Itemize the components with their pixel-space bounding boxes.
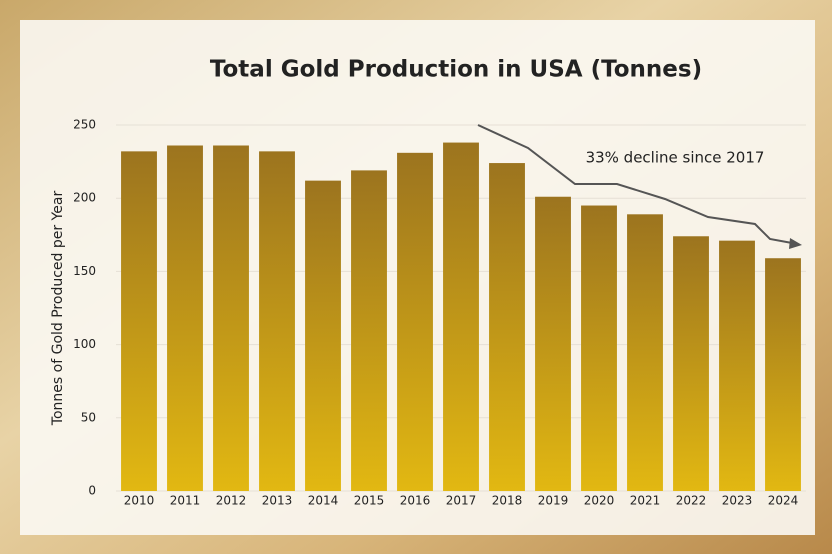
- chart-title: Total Gold Production in USA (Tonnes): [210, 57, 702, 83]
- x-tick-label: 2015: [354, 494, 385, 508]
- y-tick-label: 200: [73, 191, 96, 205]
- annotation: 33% decline since 2017: [586, 149, 765, 167]
- bar: [259, 151, 295, 492]
- bar: [443, 142, 479, 491]
- y-tick-label: 250: [73, 118, 96, 132]
- x-tick-label: 2017: [446, 494, 477, 508]
- bar: [489, 163, 525, 491]
- bar: [397, 152, 433, 492]
- x-tick-label: 2010: [124, 494, 155, 508]
- x-tick-label: 2012: [216, 494, 247, 508]
- x-tick-label: 2016: [400, 494, 431, 508]
- x-tick-label: 2013: [262, 494, 293, 508]
- bar: [627, 214, 663, 491]
- x-tick-label: 2020: [584, 494, 615, 508]
- x-tick-label: 2024: [768, 494, 799, 508]
- bar: [121, 151, 157, 492]
- x-tick-label: 2011: [170, 494, 201, 508]
- bar: [535, 196, 571, 491]
- y-tick-label: 100: [73, 337, 96, 351]
- plot: 0 50 100 150 200 250 2010 2011 2012 2013 2014 2015 2…: [73, 118, 806, 508]
- bar: [581, 205, 617, 491]
- y-tick-label: 50: [81, 410, 96, 424]
- x-tick-label: 2021: [630, 494, 661, 508]
- x-tick-label: 2023: [722, 494, 753, 508]
- y-axis-label: Tonnes of Gold Produced per Year: [50, 191, 66, 427]
- x-tick-label: 2018: [492, 494, 523, 508]
- bar: [719, 240, 755, 491]
- bar: [213, 145, 249, 491]
- bar: [673, 236, 709, 491]
- x-tick-label: 2022: [676, 494, 707, 508]
- arrow-head: [789, 238, 802, 249]
- y-tick-label: 0: [88, 484, 96, 498]
- bar: [305, 180, 341, 491]
- bar: [765, 258, 801, 491]
- bar: [351, 170, 387, 491]
- x-tick-label: 2019: [538, 494, 569, 508]
- bar: [167, 145, 203, 491]
- y-tick-label: 150: [73, 264, 96, 278]
- x-tick-label: 2014: [308, 494, 339, 508]
- trend-arrow: [477, 124, 793, 244]
